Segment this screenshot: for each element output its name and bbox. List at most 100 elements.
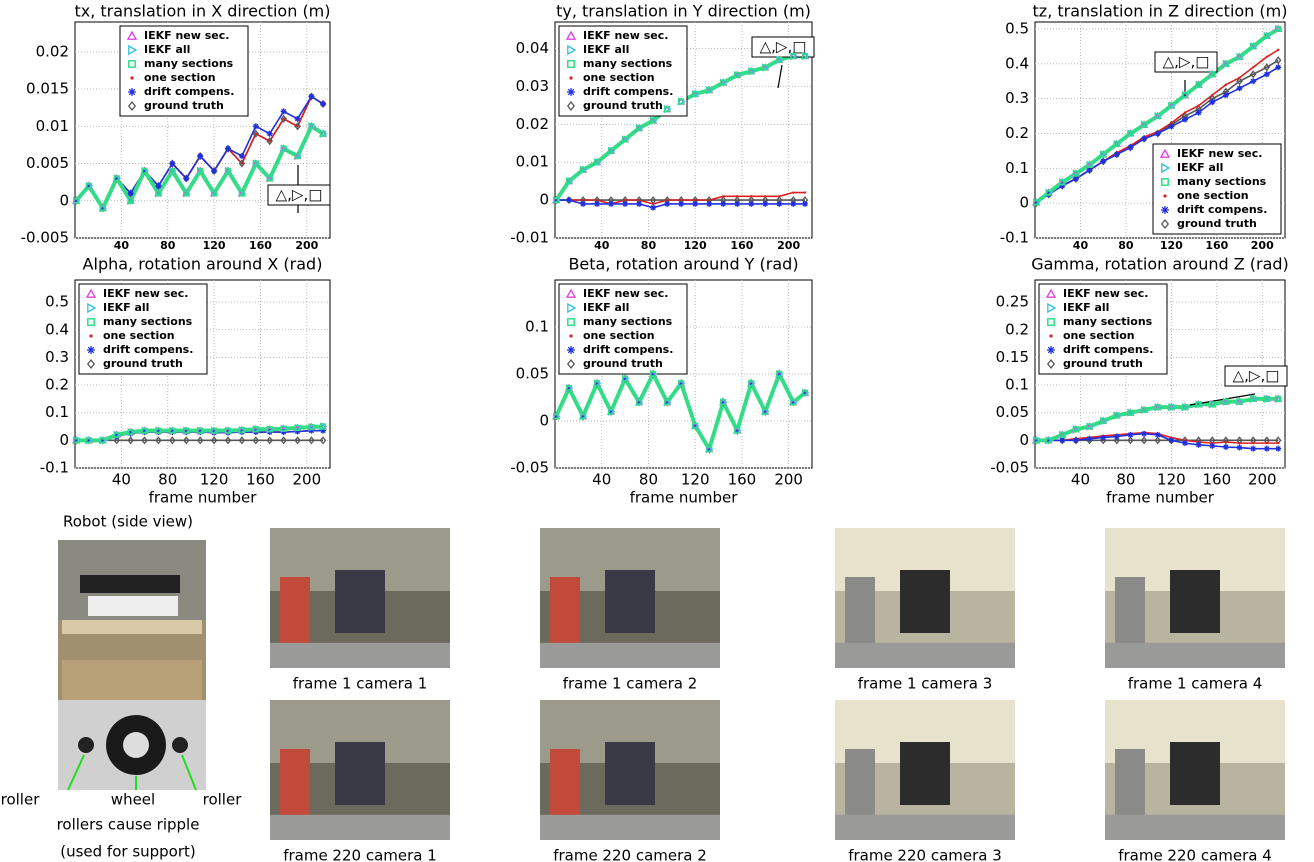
marker (764, 195, 766, 197)
y-tick-label: 0.25 (996, 293, 1029, 311)
robot-caption: rollers cause ripple (57, 816, 200, 834)
x-tick-label: 160 (246, 471, 275, 489)
legend-label: one section (583, 71, 655, 84)
frame-caption: frame 220 camera 2 (553, 847, 707, 862)
photo-object (900, 570, 950, 633)
marker (1211, 94, 1213, 96)
photo-floor (835, 815, 1015, 840)
marker (1182, 440, 1188, 446)
y-tick-label: 0.04 (516, 39, 549, 57)
roller (172, 737, 188, 753)
robot-title: Robot (side view) (63, 513, 193, 531)
legend-label: ground truth (583, 99, 663, 112)
chart-title: tx, translation in X direction (m) (74, 2, 330, 21)
camera-frame: frame 1 camera 3 (835, 528, 1015, 693)
frame-caption: frame 1 camera 1 (293, 675, 428, 693)
marker (296, 125, 298, 127)
marker (1100, 435, 1106, 441)
y-tick-label: 0 (1019, 194, 1029, 212)
y-tick-label: 0.1 (1005, 376, 1029, 394)
legend-label: drift compens. (1177, 203, 1267, 216)
y-tick-label: 0.02 (516, 115, 549, 133)
legend-label: IEKF new sec. (583, 287, 668, 300)
marker (1087, 436, 1093, 442)
x-axis-label: frame number (149, 489, 258, 507)
photo-object (1170, 570, 1220, 633)
legend-label: IEKF new sec. (144, 29, 229, 42)
x-tick-label: 80 (641, 239, 657, 252)
marker (1168, 124, 1174, 130)
x-tick-label: 200 (292, 471, 321, 489)
photo-object (1115, 749, 1145, 819)
y-tick-label: 0 (1019, 431, 1029, 449)
marker (1252, 66, 1254, 68)
marker (1277, 442, 1279, 444)
marker (1073, 437, 1079, 443)
legend-label: IEKF all (583, 43, 629, 56)
x-tick-label: 200 (777, 239, 800, 252)
marker (736, 195, 738, 197)
y-tick-label: 0.4 (1005, 54, 1029, 72)
photo-object (845, 577, 875, 647)
marker (255, 133, 257, 135)
legend-label: ground truth (103, 357, 183, 370)
y-tick-label: 0.05 (516, 365, 549, 383)
x-tick-label: 80 (639, 471, 658, 489)
y-tick-label: 0.5 (45, 293, 69, 311)
robot-part (80, 575, 180, 593)
camera-frame: frame 1 camera 4 (1105, 528, 1285, 693)
y-tick-label: 0.02 (36, 42, 69, 60)
legend-label: drift compens. (583, 85, 673, 98)
marker (1197, 104, 1199, 106)
marker (1264, 446, 1270, 452)
frame-caption: frame 1 camera 4 (1128, 675, 1263, 693)
marker (1225, 84, 1227, 86)
marker (1209, 443, 1215, 449)
legend-label: one section (1063, 329, 1135, 342)
marker (1238, 77, 1240, 79)
marker (1047, 346, 1055, 354)
y-tick-label: 0 (59, 191, 69, 209)
marker (1184, 111, 1186, 113)
y-tick-label: 0.05 (996, 403, 1029, 421)
marker (1275, 446, 1281, 452)
y-tick-label: -0.05 (990, 459, 1029, 477)
photo-object (550, 749, 580, 819)
y-tick-label: -0.05 (510, 459, 549, 477)
marker (1141, 431, 1147, 437)
frame-caption: frame 1 camera 3 (858, 675, 993, 693)
marker (1264, 71, 1270, 77)
x-tick-label: 80 (1118, 239, 1134, 252)
y-tick-label: 0.03 (516, 77, 549, 95)
annotation: △,▷,□ (760, 38, 807, 56)
marker (1163, 194, 1166, 197)
legend-label: IEKF all (103, 301, 149, 314)
y-tick-label: 0.2 (1005, 320, 1029, 338)
robot-panel: Robot (side view) roller wheel roller ro… (1, 513, 243, 861)
camera-frame: frame 220 camera 4 (1105, 700, 1285, 862)
y-tick-label: 0.01 (516, 153, 549, 171)
chart: tx, translation in X direction (m)-0.005… (21, 2, 331, 253)
photo-object (280, 749, 310, 819)
legend-label: many sections (1177, 175, 1267, 188)
annotation: △,▷,□ (1233, 367, 1280, 385)
x-tick-label: 80 (160, 239, 176, 252)
photo-floor (270, 815, 450, 840)
x-tick-label: 200 (295, 239, 318, 252)
marker (569, 76, 572, 79)
chart-title: Alpha, rotation around X (rad) (83, 255, 323, 274)
legend-label: many sections (144, 57, 234, 70)
x-tick-label: 40 (114, 239, 130, 252)
marker (1275, 64, 1281, 70)
x-tick-label: 80 (158, 471, 177, 489)
wheel-hub (123, 732, 149, 758)
marker (1250, 446, 1256, 452)
y-tick-label: 0.4 (45, 320, 69, 338)
photo-floor (1105, 815, 1285, 840)
photo-object (845, 749, 875, 819)
legend-label: IEKF all (1063, 301, 1109, 314)
legend-label: many sections (583, 57, 673, 70)
x-tick-label: 200 (1248, 471, 1277, 489)
robot-caption: (used for support) (60, 843, 196, 861)
chart-title: ty, translation in Y direction (m) (556, 2, 811, 21)
